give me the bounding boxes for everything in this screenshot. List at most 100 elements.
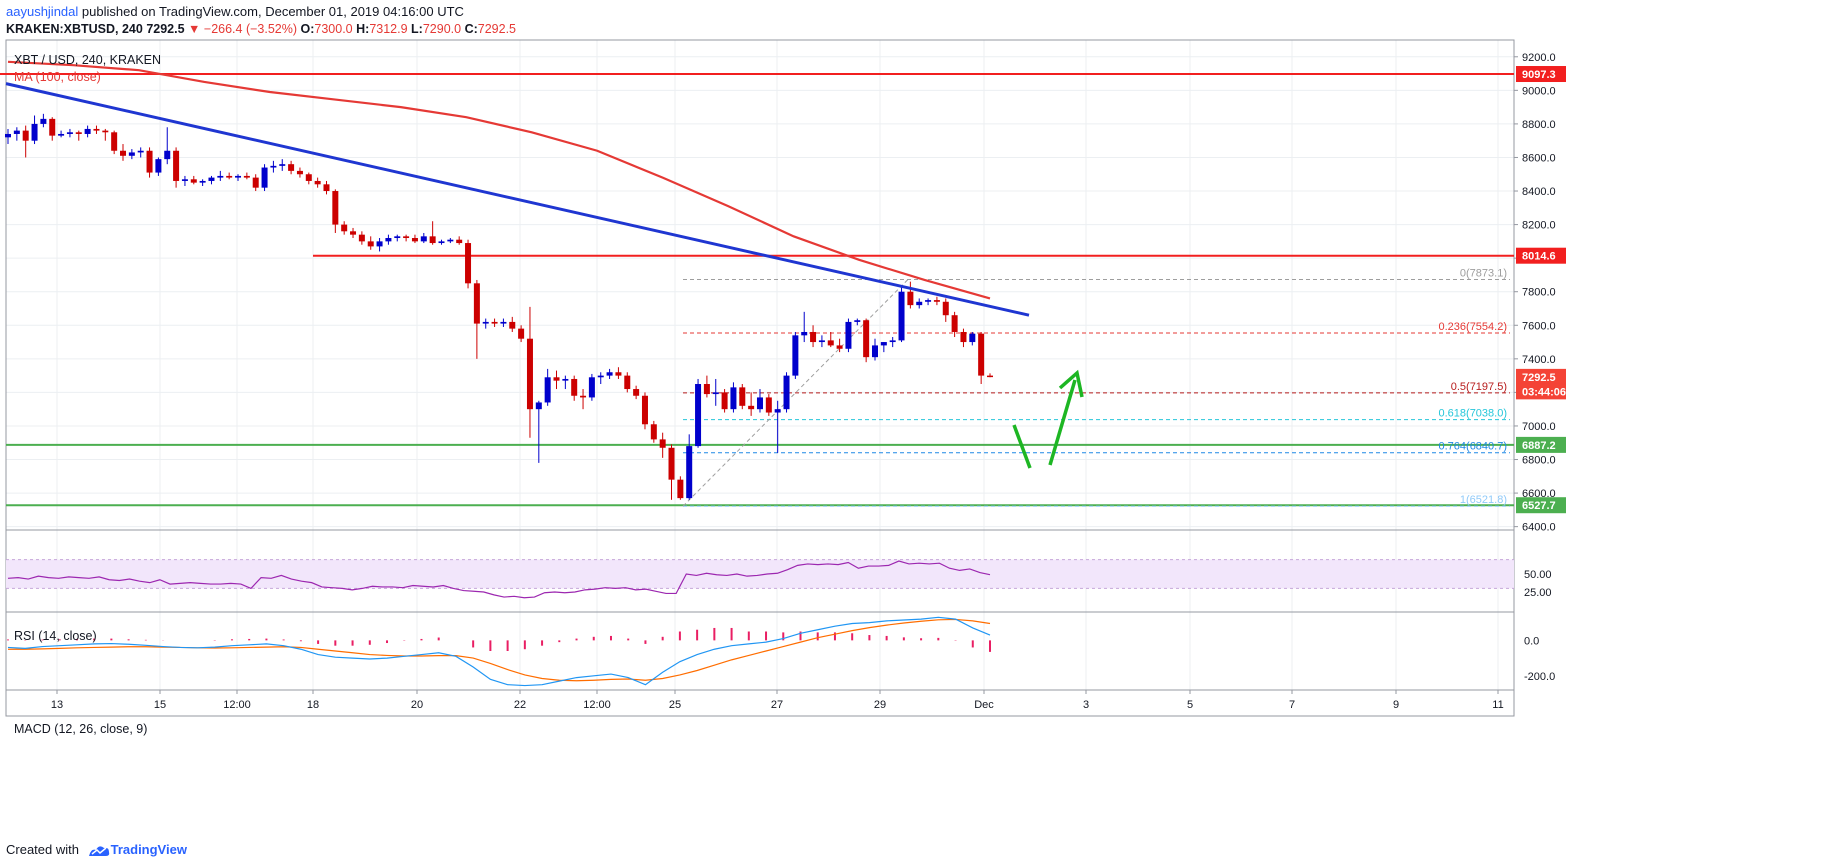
- price-tick-label: 8200.0: [1522, 220, 1556, 232]
- low-label: L:: [411, 22, 423, 36]
- candle-body: [978, 333, 985, 376]
- candle-body: [208, 177, 215, 181]
- candle-body: [456, 239, 463, 244]
- candle-body: [482, 321, 489, 324]
- time-tick-label: Dec: [974, 699, 994, 711]
- plot-border: [5, 39, 1515, 717]
- candle-body: [535, 402, 542, 410]
- time-tick-label: 27: [771, 699, 783, 711]
- candle-body: [641, 395, 648, 425]
- candle-body: [155, 159, 162, 173]
- time-tick-label: 3: [1083, 699, 1089, 711]
- candle-body: [553, 377, 560, 381]
- candle-body: [818, 340, 825, 343]
- price-tick-label: 6400.0: [1522, 522, 1556, 534]
- close-value: 7292.5: [477, 22, 517, 36]
- price-tick-label: 8400.0: [1522, 186, 1556, 198]
- candle-body: [217, 175, 224, 178]
- candle-body: [783, 375, 790, 410]
- candle-body: [765, 397, 772, 413]
- candle-body: [606, 372, 613, 376]
- candle-body: [836, 345, 843, 349]
- fib-level-label: 0.236(7554.2): [1439, 321, 1508, 333]
- publisher-name[interactable]: aayushjindal: [6, 4, 79, 19]
- fib-level-label: 0(7873.1): [1460, 267, 1507, 279]
- candle-body: [703, 384, 710, 395]
- last-price: 7292.5: [146, 22, 185, 36]
- last-price-badge: 7292.5: [1522, 372, 1556, 384]
- symbol-label: KRAKEN:XBTUSD, 240: [6, 22, 143, 36]
- candle-body: [491, 321, 498, 324]
- candle-body: [288, 164, 295, 171]
- candle-body: [270, 165, 277, 168]
- candle-body: [226, 175, 233, 178]
- candle-body: [49, 118, 56, 136]
- candle-body: [252, 177, 259, 188]
- time-axis[interactable]: 13 15 12:00 18 20 22 12:00 25 27 29 Dec 3 5 7 9 11: [51, 690, 1504, 711]
- price-tick-label: 7800.0: [1522, 287, 1556, 299]
- candlestick-series: [5, 113, 993, 500]
- candle-body: [296, 170, 303, 175]
- time-tick-label: 15: [154, 699, 166, 711]
- macd-legend: MACD (12, 26, close, 9): [14, 722, 147, 736]
- macd-signal-line: [8, 618, 991, 682]
- time-tick-label: 5: [1187, 699, 1193, 711]
- candle-body: [40, 118, 47, 124]
- price-tick-label: 7400.0: [1522, 354, 1556, 366]
- price-tick-label: 9200.0: [1522, 52, 1556, 64]
- candle-body: [526, 338, 533, 410]
- candle-body: [633, 389, 640, 396]
- candle-body: [465, 243, 472, 284]
- price-tick-label: 6600.0: [1522, 488, 1556, 500]
- candle-body: [500, 321, 507, 324]
- fibonacci-retracement: 0(7873.1) 0.236(7554.2) 0.5(7197.5) 0.618(7…: [682, 267, 1510, 507]
- candle-body: [58, 133, 65, 136]
- support-price-badge: 6527.7: [1522, 500, 1556, 512]
- candle-body: [659, 439, 666, 448]
- candle-body: [341, 224, 348, 232]
- candle-body: [942, 301, 949, 316]
- time-tick-label: 12:00: [223, 699, 251, 711]
- candle-body: [173, 150, 180, 181]
- candle-body: [323, 184, 330, 192]
- candle-body: [376, 241, 383, 247]
- candle-body: [871, 345, 878, 358]
- descending-trend-line: [5, 82, 1030, 317]
- candle-body: [916, 301, 923, 306]
- candle-body: [235, 175, 242, 178]
- price-tick-label: 8600.0: [1522, 152, 1556, 164]
- candle-body: [827, 340, 834, 346]
- time-tick-label: 12:00: [583, 699, 611, 711]
- candle-body: [845, 321, 852, 349]
- candle-body: [933, 300, 940, 302]
- tradingview-brand[interactable]: TradingView: [110, 842, 187, 857]
- price-tick-label: 6800.0: [1522, 455, 1556, 467]
- candle-body: [385, 238, 392, 242]
- candle-body: [102, 130, 109, 133]
- candle-body: [960, 331, 967, 343]
- candle-body: [350, 231, 357, 235]
- macd-line: [7, 616, 991, 687]
- price-axis[interactable]: 9200.09000.08800.08600.08400.08200.08000…: [1514, 52, 1566, 683]
- publish-info: aayushjindal published on TradingView.co…: [6, 4, 464, 19]
- candle-body: [137, 150, 144, 153]
- grid-lines: [6, 40, 1514, 690]
- candle-body: [420, 236, 427, 242]
- rsi-line: [7, 560, 991, 599]
- fib-level-label: 0.5(7197.5): [1451, 381, 1507, 393]
- candle-body: [473, 283, 480, 324]
- fib-level-label: 1(6521.8): [1460, 494, 1507, 506]
- last-price-badge-bg: [1516, 368, 1566, 385]
- candle-body: [403, 236, 410, 239]
- footer: Created with TradingView: [6, 842, 187, 858]
- time-tick-label: 9: [1393, 699, 1399, 711]
- candle-body: [987, 375, 993, 378]
- candle-body: [571, 378, 578, 396]
- candle-body: [580, 395, 587, 398]
- down-arrow-icon: ▼: [188, 22, 201, 36]
- support-price-badge-bg: [1516, 436, 1566, 453]
- candle-body: [190, 179, 197, 183]
- candle-body: [518, 328, 525, 339]
- rsi-pane: [6, 559, 1514, 599]
